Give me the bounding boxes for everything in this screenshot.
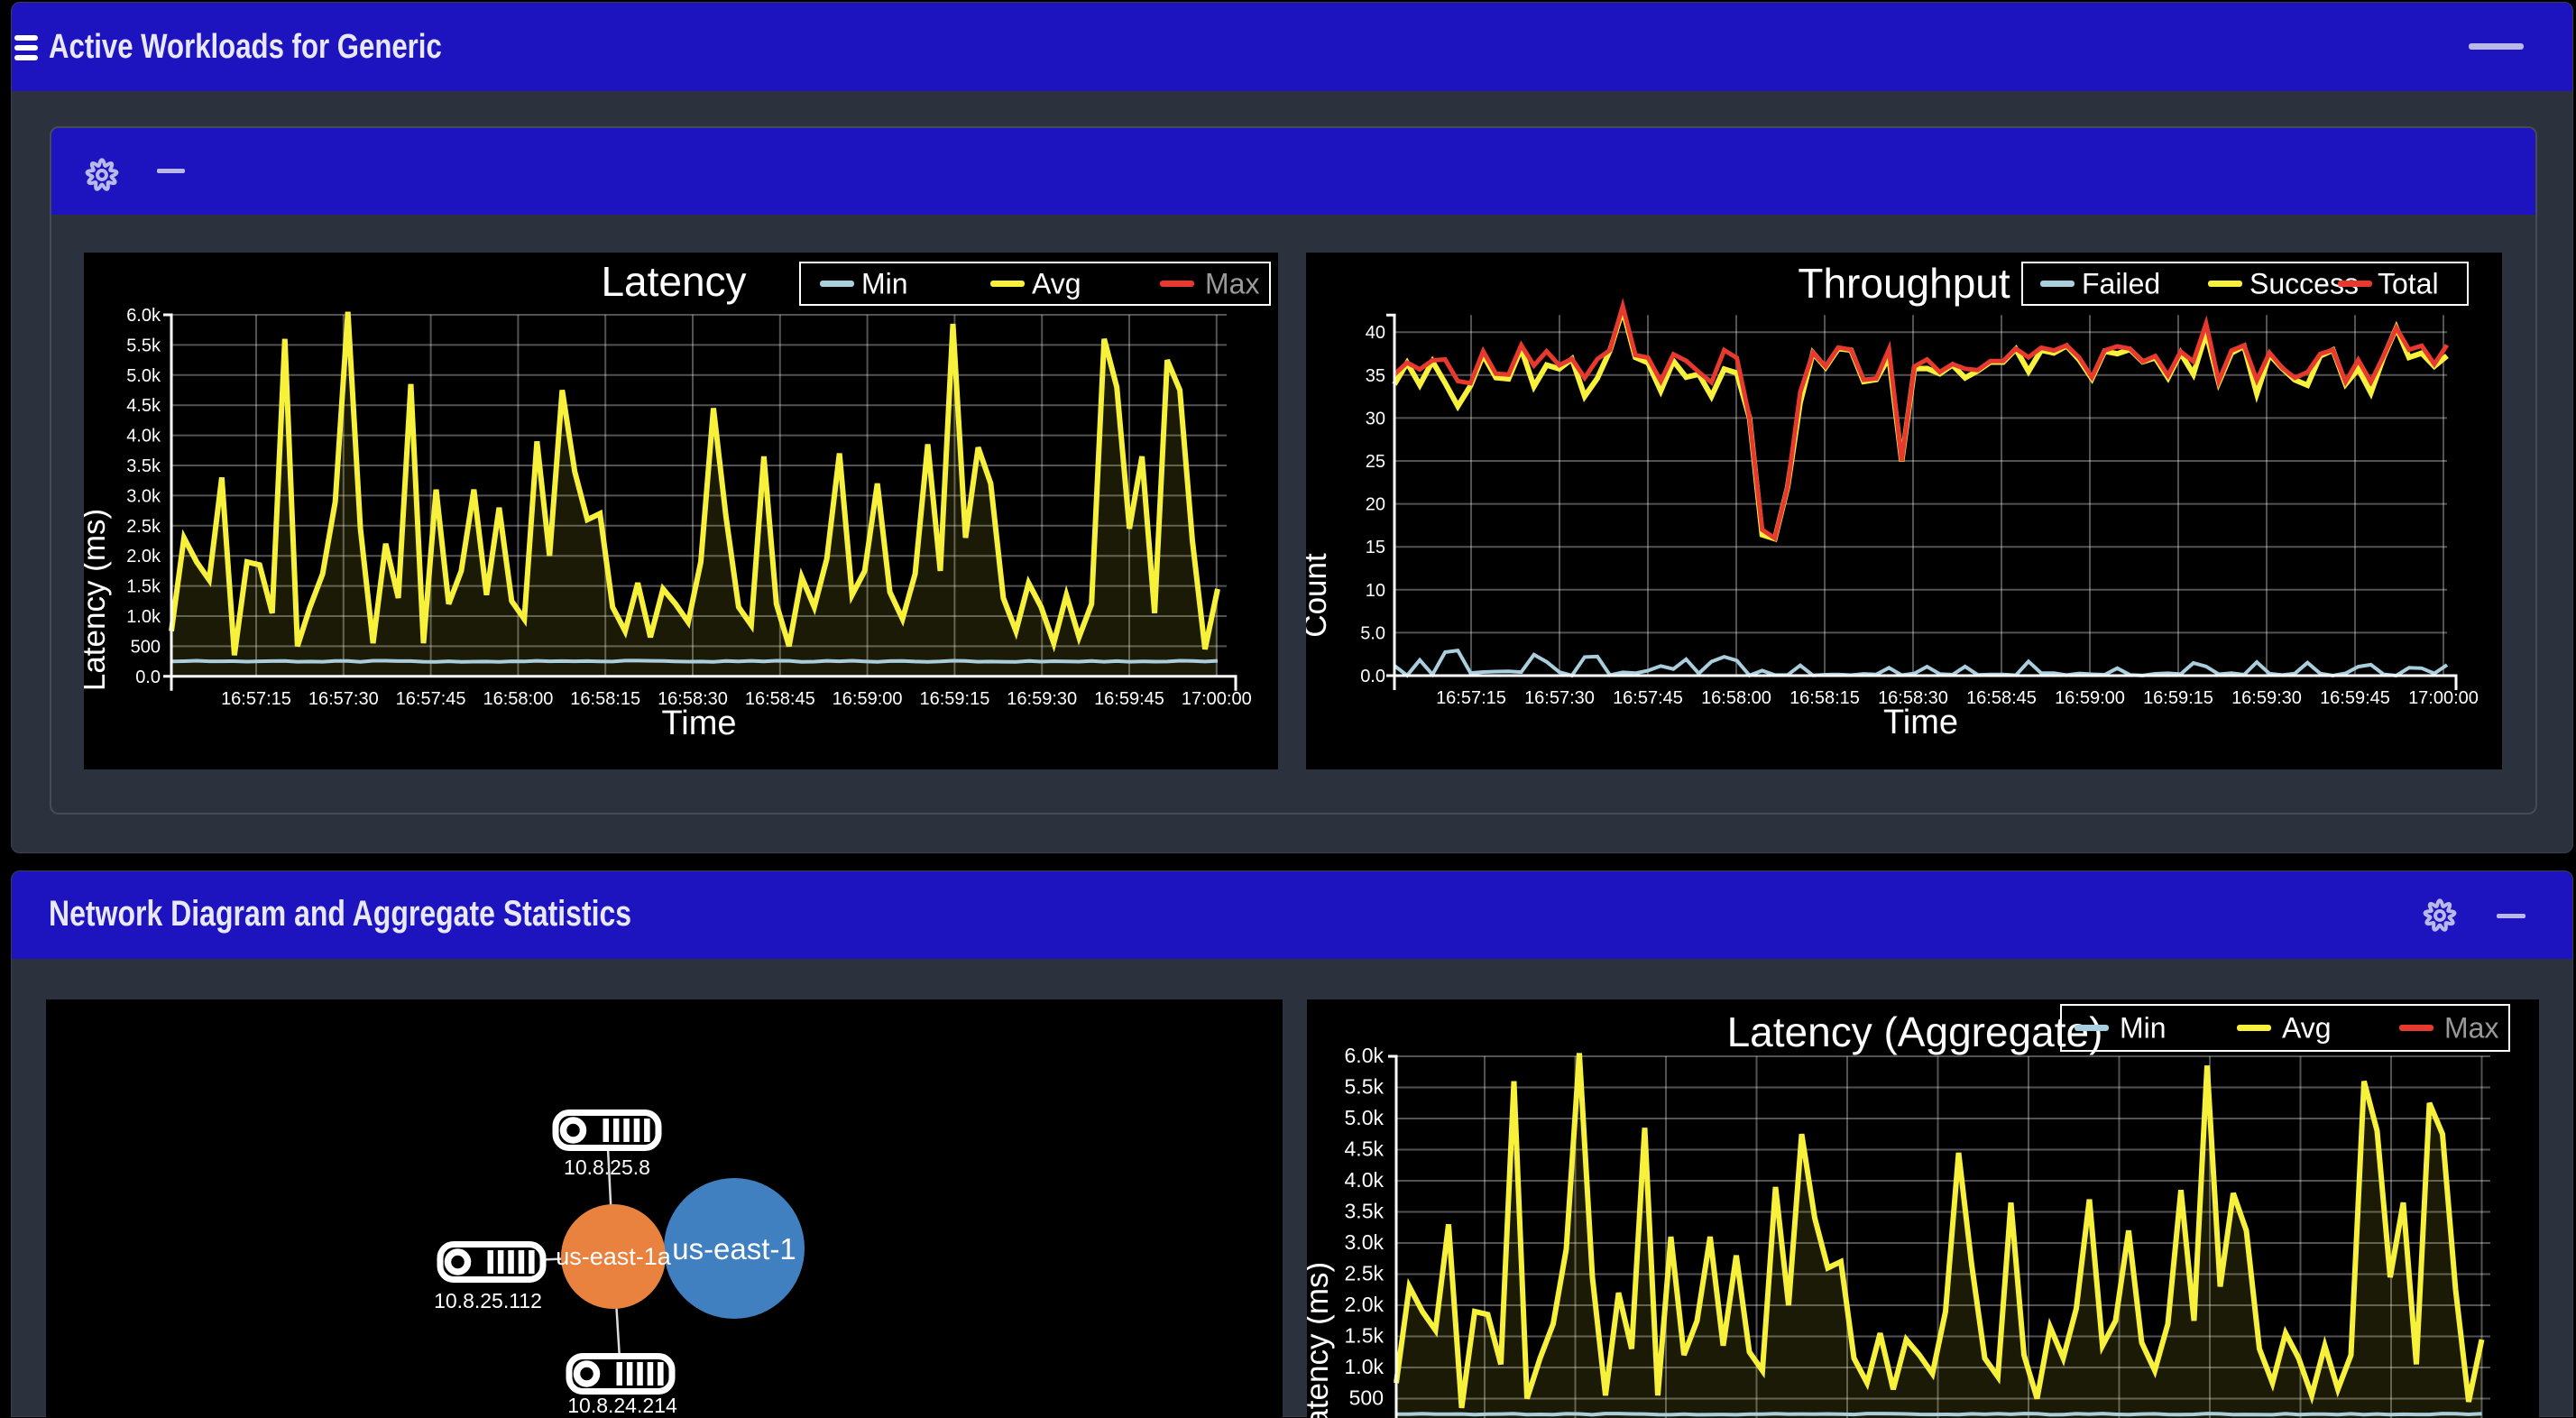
svg-text:Total: Total (2378, 268, 2439, 300)
svg-text:10: 10 (1366, 581, 1385, 601)
svg-text:16:58:00: 16:58:00 (1701, 688, 1771, 708)
svg-text:20: 20 (1366, 495, 1385, 515)
svg-text:1.0k: 1.0k (126, 607, 161, 627)
svg-text:10.8.25.112: 10.8.25.112 (434, 1289, 542, 1312)
svg-text:3.5k: 3.5k (126, 456, 161, 476)
svg-text:16:59:30: 16:59:30 (1007, 689, 1077, 709)
svg-text:us-east-1: us-east-1 (672, 1232, 796, 1266)
svg-text:40: 40 (1366, 323, 1385, 343)
svg-text:Latency: Latency (601, 258, 746, 305)
svg-text:Min: Min (861, 268, 908, 300)
svg-text:5.0: 5.0 (1360, 623, 1385, 643)
svg-text:Min: Min (2120, 1012, 2167, 1045)
svg-text:16:58:15: 16:58:15 (570, 689, 640, 709)
svg-text:3.0k: 3.0k (1345, 1230, 1385, 1254)
svg-text:us-east-1a: us-east-1a (556, 1243, 672, 1270)
svg-text:4.0k: 4.0k (126, 427, 161, 447)
svg-text:Latency (ms): Latency (ms) (1307, 1262, 1335, 1418)
svg-text:4.5k: 4.5k (1345, 1137, 1385, 1161)
svg-text:16:57:30: 16:57:30 (1524, 688, 1595, 708)
svg-text:16:58:45: 16:58:45 (1966, 688, 2037, 708)
svg-text:2.5k: 2.5k (1345, 1262, 1385, 1285)
svg-text:Latency (Aggregate): Latency (Aggregate) (1727, 1008, 2103, 1055)
svg-text:Avg: Avg (2282, 1012, 2332, 1045)
svg-text:16:58:30: 16:58:30 (1878, 688, 1948, 708)
svg-text:6.0k: 6.0k (126, 306, 161, 326)
svg-text:Failed: Failed (2082, 268, 2160, 300)
svg-text:1.0k: 1.0k (1345, 1355, 1385, 1378)
svg-text:2.0k: 2.0k (126, 547, 161, 566)
svg-text:16:57:45: 16:57:45 (1613, 688, 1683, 708)
svg-text:15: 15 (1366, 538, 1385, 557)
svg-text:16:58:45: 16:58:45 (745, 689, 815, 709)
svg-text:4.0k: 4.0k (1345, 1168, 1385, 1192)
svg-text:500: 500 (1349, 1386, 1384, 1410)
svg-text:16:57:45: 16:57:45 (396, 689, 466, 709)
svg-text:3.5k: 3.5k (1345, 1200, 1385, 1223)
svg-text:16:59:30: 16:59:30 (2231, 688, 2302, 708)
svg-text:5.5k: 5.5k (126, 336, 161, 355)
svg-text:2.5k: 2.5k (126, 517, 161, 537)
svg-text:16:59:15: 16:59:15 (2143, 688, 2213, 708)
svg-text:Avg: Avg (1032, 268, 1081, 300)
svg-text:10.8.24.214: 10.8.24.214 (567, 1394, 677, 1417)
svg-text:4.5k: 4.5k (126, 396, 161, 416)
svg-text:5.0k: 5.0k (126, 366, 161, 386)
svg-text:16:58:15: 16:58:15 (1789, 688, 1860, 708)
svg-text:16:58:30: 16:58:30 (658, 689, 728, 709)
svg-text:16:57:15: 16:57:15 (1436, 688, 1506, 708)
svg-text:25: 25 (1366, 452, 1385, 472)
svg-text:500: 500 (131, 637, 161, 657)
svg-text:16:57:30: 16:57:30 (308, 689, 379, 709)
svg-text:Max: Max (2444, 1012, 2498, 1045)
svg-text:10.8.25.8: 10.8.25.8 (564, 1156, 650, 1179)
svg-text:16:59:00: 16:59:00 (833, 689, 903, 709)
svg-text:16:59:45: 16:59:45 (2320, 688, 2390, 708)
svg-text:16:59:00: 16:59:00 (2055, 688, 2125, 708)
svg-text:16:57:15: 16:57:15 (221, 689, 291, 709)
svg-text:Latency (ms): Latency (ms) (84, 509, 112, 691)
svg-text:16:58:00: 16:58:00 (483, 689, 553, 709)
svg-text:0.0: 0.0 (135, 668, 161, 687)
svg-text:30: 30 (1366, 409, 1385, 428)
svg-text:2.0k: 2.0k (1345, 1293, 1385, 1316)
svg-text:16:59:45: 16:59:45 (1094, 689, 1164, 709)
svg-text:17:00:00: 17:00:00 (1182, 689, 1252, 709)
svg-text:35: 35 (1366, 366, 1385, 386)
svg-text:1.5k: 1.5k (1345, 1324, 1385, 1348)
svg-text:5.5k: 5.5k (1345, 1075, 1385, 1099)
svg-text:17:00:00: 17:00:00 (2408, 688, 2479, 708)
svg-text:1.5k: 1.5k (126, 577, 161, 597)
svg-text:5.0k: 5.0k (1345, 1106, 1385, 1129)
svg-text:0.0: 0.0 (1360, 667, 1385, 686)
svg-text:Throughput: Throughput (1798, 260, 2010, 307)
svg-text:Time: Time (1883, 704, 1958, 741)
svg-text:3.0k: 3.0k (126, 486, 161, 506)
svg-text:Time: Time (661, 704, 736, 742)
svg-text:Max: Max (1205, 268, 1259, 300)
svg-text:6.0k: 6.0k (1345, 1044, 1385, 1067)
svg-text:16:59:15: 16:59:15 (919, 689, 989, 709)
svg-text:Count: Count (1306, 553, 1333, 638)
